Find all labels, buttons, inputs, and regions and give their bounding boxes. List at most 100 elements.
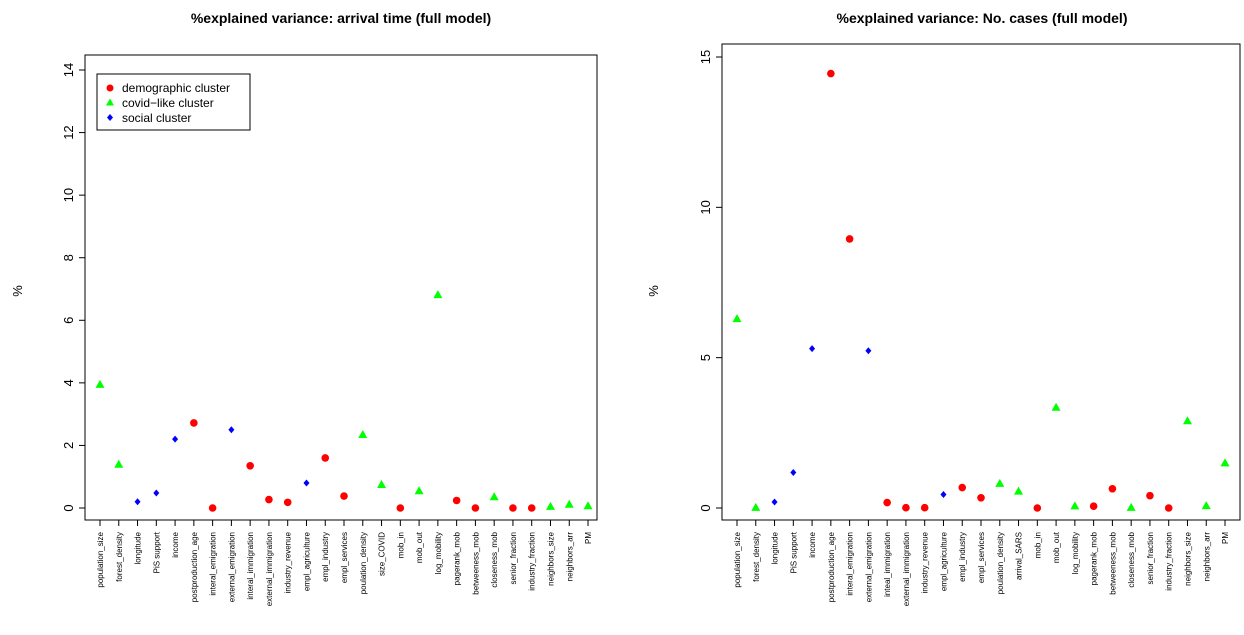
data-point-poulation-density xyxy=(995,479,1004,487)
x-tick-label: PM xyxy=(584,532,593,544)
data-point-industry-revenue xyxy=(921,504,929,512)
data-point-mob-in xyxy=(397,504,405,512)
data-point-interal-emigration xyxy=(846,235,854,243)
y-tick-label: 4 xyxy=(61,379,76,386)
x-tick-label: industry_revenue xyxy=(921,531,930,593)
x-tick-label: neighbors_size xyxy=(1183,531,1192,585)
x-tick-label: industry_revenue xyxy=(284,531,293,593)
data-points xyxy=(96,290,593,512)
data-point-longitude xyxy=(135,498,141,505)
x-tick-label: log_mobility xyxy=(434,532,443,574)
x-tick-label: log_mobility xyxy=(1071,532,1080,574)
legend-marker-demographic xyxy=(107,85,114,92)
x-tick-label: forest_density xyxy=(752,532,761,582)
data-point-pm xyxy=(1221,458,1230,466)
y-tick-label: 0 xyxy=(698,504,713,511)
chart-title: %explained variance: arrival time (full … xyxy=(191,10,491,26)
y-axis-label: % xyxy=(10,285,25,297)
x-tick-label: population_size xyxy=(96,531,105,587)
data-point-income xyxy=(172,436,178,443)
data-point-log-mobility xyxy=(1070,501,1079,509)
data-point-external-immigration xyxy=(902,504,910,512)
data-point-pis-support xyxy=(790,469,796,476)
data-point-senior-fraction xyxy=(1146,492,1154,500)
chart-arrival-time: %explained variance: arrival time (full … xyxy=(0,0,622,635)
x-tick-label: longitude xyxy=(134,531,143,564)
data-point-external-immigration xyxy=(265,496,273,504)
data-point-external-emigration xyxy=(228,426,234,433)
x-tick-label: empl_services xyxy=(340,532,349,583)
data-point-betweeness-mob xyxy=(472,504,480,512)
data-point-closeness-mob xyxy=(1127,503,1136,511)
data-point-empl-industry xyxy=(958,484,966,492)
x-tick-label: empl_services xyxy=(977,532,986,583)
data-point-mob-out xyxy=(415,486,424,494)
x-tick-label: external_emigration xyxy=(864,532,873,602)
y-tick-label: 10 xyxy=(61,188,76,202)
legend: demographic cluster covid−like cluster s… xyxy=(97,74,250,130)
plot-frame xyxy=(722,44,1240,520)
x-tick-label: pagerank_mob xyxy=(453,531,462,585)
x-tick-label: industry_fraction xyxy=(1165,532,1174,591)
x-tick-label: interal_emigration xyxy=(846,532,855,596)
x-tick-label: poulation_density xyxy=(359,532,368,594)
data-point-betweeness-mob xyxy=(1109,485,1117,493)
data-point-neighbors-size xyxy=(1183,416,1192,424)
y-axis-label: % xyxy=(646,285,661,297)
data-point-senior-fraction xyxy=(509,504,517,512)
x-tick-label: PM xyxy=(1221,532,1230,544)
y-axis: 02468101214 xyxy=(61,63,85,512)
data-point-mob-in xyxy=(1034,504,1042,512)
x-tick-label: senior_fraction xyxy=(509,532,518,584)
legend-label-covid: covid−like cluster xyxy=(122,96,214,110)
data-point-interal-emigration xyxy=(209,504,217,512)
x-tick-label: neighbors_size xyxy=(546,531,555,585)
x-tick-label: size_COVID xyxy=(378,532,387,576)
x-tick-label: empl_industry xyxy=(958,532,967,582)
data-point-empl-industry xyxy=(321,454,329,462)
data-point-pis-support xyxy=(153,489,159,496)
x-tick-label: mob_out xyxy=(415,531,424,563)
x-tick-label: external_immigration xyxy=(265,532,274,606)
y-tick-label: 12 xyxy=(61,125,76,139)
legend-label-social: social cluster xyxy=(122,111,191,125)
data-point-mob-out xyxy=(1052,403,1061,411)
y-tick-label: 6 xyxy=(61,317,76,324)
data-point-empl-services xyxy=(977,494,985,502)
x-tick-label: betweeness_mob xyxy=(471,531,480,594)
data-points xyxy=(733,70,1230,512)
x-tick-label: empl_agriculture xyxy=(302,531,311,591)
x-tick-label: interal_immigration xyxy=(246,532,255,600)
y-axis: 051015 xyxy=(698,50,722,512)
chart-no-cases: %explained variance: No. cases (full mod… xyxy=(622,0,1244,635)
data-point-pagerank-mob xyxy=(453,497,461,505)
data-point-neighbors-arr xyxy=(1202,501,1211,509)
x-tick-label: population_size xyxy=(733,531,742,587)
data-point-population-size xyxy=(733,314,742,322)
data-point-pagerank-mob xyxy=(1090,502,1098,510)
data-point-interal-immigration xyxy=(246,462,254,470)
x-tick-label: mob_in xyxy=(1033,532,1042,558)
x-tick-label: arrival_SARS xyxy=(1015,532,1024,580)
y-tick-label: 10 xyxy=(698,200,713,214)
data-point-income xyxy=(809,345,815,352)
x-axis: population_size forest_density longitude Pi… xyxy=(96,520,593,606)
y-tick-label: 8 xyxy=(61,254,76,261)
x-tick-label: PiS support xyxy=(789,531,798,573)
legend-label-demographic: demographic cluster xyxy=(122,81,230,95)
x-tick-label: inteal_immigration xyxy=(883,532,892,597)
data-point-industry-fraction xyxy=(1165,504,1173,512)
x-tick-label: external_immigration xyxy=(902,532,911,606)
x-tick-label: empl_agriculture xyxy=(939,531,948,591)
y-tick-label: 15 xyxy=(698,50,713,64)
legend-marker-covid xyxy=(106,99,114,106)
data-point-forest-density xyxy=(751,503,760,511)
x-tick-label: poulation_density xyxy=(996,532,1005,594)
data-point-empl-services xyxy=(340,492,348,500)
data-point-neighbors-arr xyxy=(565,500,574,508)
x-tick-label: pagerank_mob xyxy=(1090,531,1099,585)
data-point-log-mobility xyxy=(433,290,442,298)
x-tick-label: neighbors_arr xyxy=(565,532,574,582)
x-axis: population_size forest_density longitude Pi… xyxy=(733,520,1230,606)
x-tick-label: forest_density xyxy=(115,532,124,582)
